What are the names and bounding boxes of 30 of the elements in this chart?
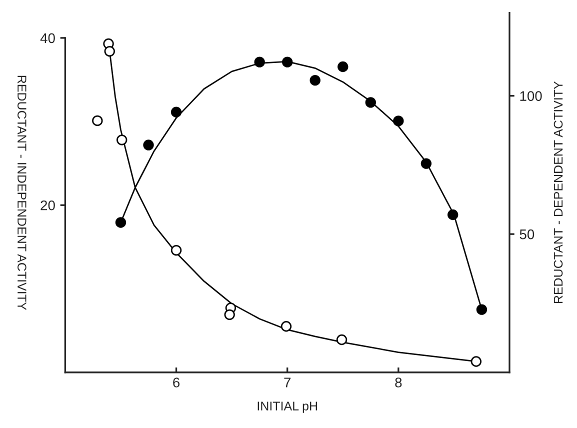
x-tick-label: 6 [173, 378, 180, 388]
x-axis-title: INITIAL pH [258, 402, 318, 413]
point [170, 244, 182, 256]
y-tick-label: 20 [40, 200, 55, 210]
y-tick-label: 40 [40, 33, 55, 44]
point [282, 56, 293, 68]
point [116, 134, 128, 146]
point [115, 217, 126, 228]
x-tick-label: 8 [395, 378, 402, 388]
point [420, 158, 432, 169]
y2-tick-label: 50 [520, 229, 534, 240]
point [254, 56, 265, 68]
point [365, 97, 376, 108]
point [143, 140, 154, 150]
x-tick-label: 7 [284, 378, 291, 388]
point [170, 106, 182, 118]
point [470, 356, 482, 367]
y-axis-title: REDUCTANT - INDEPENDENT ACTIVITY [18, 76, 26, 310]
point [447, 209, 458, 220]
point [104, 46, 115, 57]
y2-axis-title: REDUCTANT - DEPENDENT ACTIVITY [554, 81, 563, 304]
point [310, 74, 320, 86]
point [476, 304, 488, 315]
point [338, 61, 348, 72]
point [224, 309, 235, 320]
y2-tick-label: 100 [520, 91, 542, 101]
point [280, 321, 292, 332]
point [336, 334, 348, 346]
point [92, 115, 103, 126]
point [393, 116, 404, 126]
